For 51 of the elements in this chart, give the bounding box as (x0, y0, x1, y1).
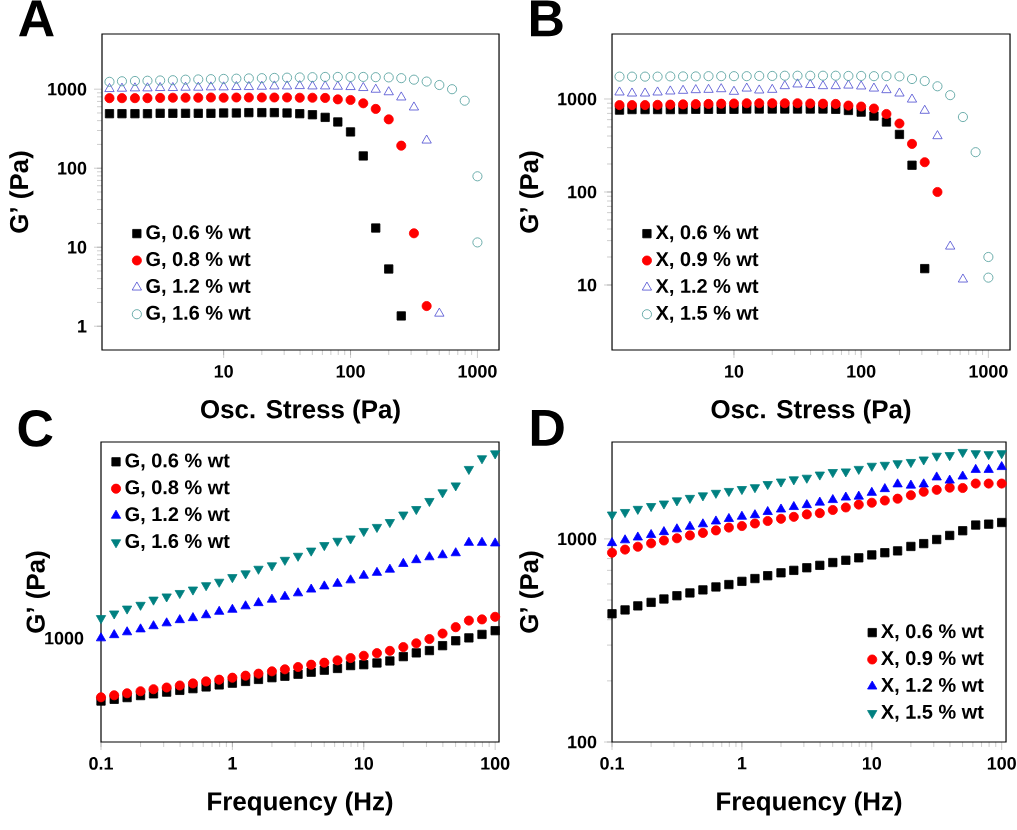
y-axis-title: G’ (Pa) (519, 551, 544, 633)
y-axis-title: G’ (Pa) (519, 151, 544, 233)
legend-label: G, 1.2 % wt (146, 278, 251, 296)
y-tick-label: 1000 (48, 82, 87, 96)
y-tick-label: 10 (68, 240, 87, 254)
y-tick-label: 100 (58, 161, 87, 175)
y-tick-label: 100 (568, 185, 597, 199)
x-tick-label: 100 (847, 365, 876, 378)
y-tick-label: 1000 (558, 92, 597, 106)
y-tick-label: 1 (78, 320, 87, 333)
legend-label: G, 0.8 % wt (125, 480, 230, 498)
x-tick-label: 1000 (458, 365, 497, 378)
legend-label: X, 1.2 % wt (881, 677, 984, 695)
legend-label: X, 1.5 % wt (655, 305, 759, 323)
x-axis-title: Frequency (Hz) (717, 791, 902, 816)
legend-label: G, 1.2 % wt (125, 507, 230, 525)
x-tick-label: 1 (228, 757, 237, 770)
legend-label: G, 0.6 % wt (125, 453, 230, 471)
x-axis-title: Osc. Stress (Pa) (201, 399, 400, 424)
x-axis-title: Frequency (Hz) (208, 791, 393, 816)
y-tick-label: 10 (578, 278, 597, 292)
chart-title: D (531, 410, 564, 446)
x-tick-label: 10 (214, 365, 233, 378)
legend-label: X, 1.2 % wt (655, 278, 759, 296)
x-tick-label: 100 (987, 757, 1016, 770)
x-tick-label: 1000 (969, 365, 1008, 378)
y-axis-title: G’ (Pa) (9, 151, 34, 233)
legend-label: X, 0.9 % wt (881, 651, 984, 669)
x-tick-label: 0.1 (89, 757, 113, 770)
legend-label: G, 1.6 % wt (146, 305, 251, 323)
legend-label: G, 0.8 % wt (146, 252, 251, 270)
x-tick-label: 100 (336, 365, 365, 378)
chart-title: B (530, 0, 563, 37)
x-tick-label: 100 (481, 757, 510, 770)
legend-label: G, 0.6 % wt (146, 225, 251, 243)
x-axis-title: Osc. Stress (Pa) (711, 399, 911, 424)
legend-label: X, 0.6 % wt (881, 624, 984, 642)
chart-title: C (18, 410, 53, 447)
x-tick-label: 1 (738, 757, 747, 770)
legend-label: X, 0.6 % wt (655, 225, 759, 243)
x-tick-label: 10 (725, 365, 744, 378)
x-tick-label: 0.1 (600, 757, 624, 770)
x-tick-label: 10 (862, 757, 882, 770)
legend-label: G, 1.6 % wt (125, 534, 230, 551)
y-axis-title: G’ (Pa) (25, 551, 50, 633)
x-tick-label: 10 (354, 757, 374, 770)
y-tick-label: 100 (568, 735, 597, 749)
y-tick-label: 1000 (558, 532, 597, 546)
legend-label: X, 1.5 % wt (881, 704, 984, 722)
legend-label: X, 0.9 % wt (655, 252, 759, 270)
chart-title: A (19, 0, 54, 37)
